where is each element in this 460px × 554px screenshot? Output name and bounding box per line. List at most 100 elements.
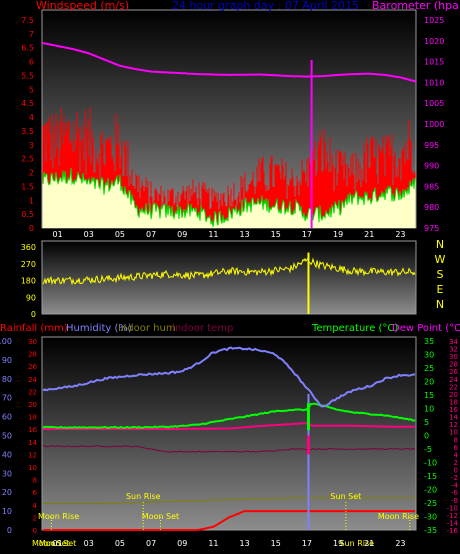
humidity-tick-label: 60 xyxy=(2,413,12,422)
dewpoint-tick-label: -8 xyxy=(451,497,458,505)
dewpoint-tick-label: 8 xyxy=(454,436,458,444)
compass-label: N xyxy=(436,298,444,311)
dewpoint-tick-label: -6 xyxy=(451,489,459,497)
barometer-tick-label: 995 xyxy=(424,141,439,150)
hour-tick-label: 07 xyxy=(146,539,156,548)
windspeed-tick-label: 7 xyxy=(29,30,34,39)
rainfall-tick-label: 8 xyxy=(33,477,37,485)
dewpoint-tick-label: 28 xyxy=(449,361,458,369)
hour-tick-label: 11 xyxy=(208,539,218,548)
rainfall-tick-label: 18 xyxy=(28,414,37,422)
temperature-tick-label: 30 xyxy=(424,351,434,360)
temperature-tick-label: -30 xyxy=(424,513,437,522)
windspeed-tick-label: 4 xyxy=(29,113,34,122)
wind-average-area xyxy=(42,168,416,228)
temperature-tick-label: 15 xyxy=(424,391,434,400)
windspeed-title: Windspeed (m/s) xyxy=(36,0,129,12)
direction-tick-label: 360 xyxy=(21,243,36,252)
humidity-tick-label: 0 xyxy=(7,526,12,535)
hour-tick-label: 17 xyxy=(302,230,312,239)
rainfall-line xyxy=(43,510,415,531)
rainfall-tick-label: 26 xyxy=(28,363,37,371)
barometer-tick-label: 1005 xyxy=(424,99,444,108)
dewpoint-tick-label: 22 xyxy=(449,383,458,391)
indoor-humidity-line xyxy=(43,497,415,504)
legend-indoor-temp: Indoor temp xyxy=(172,323,233,334)
humidity-tick-label: 40 xyxy=(2,450,12,459)
dewpoint-tick-label: 30 xyxy=(449,353,458,361)
graph-title: 24 hour graph day : 07 April 2015 xyxy=(172,0,359,12)
indoor-temperature-line xyxy=(42,445,416,453)
hour-tick-label: 23 xyxy=(395,230,405,239)
dewpoint-tick-label: 12 xyxy=(449,421,458,429)
dewpoint-tick-label: 20 xyxy=(449,391,458,399)
barometer-line xyxy=(41,41,417,83)
barometer-tick-label: 1015 xyxy=(424,58,444,67)
hour-tick-label: 21 xyxy=(364,230,374,239)
windspeed-tick-label: 0 xyxy=(29,224,34,233)
dewpoint-line xyxy=(43,422,416,430)
wind-average-line xyxy=(42,168,416,227)
dewpoint-tick-label: -16 xyxy=(447,527,459,535)
barometer-tick-label: 1000 xyxy=(424,120,444,129)
dewpoint-tick-label: 2 xyxy=(454,459,458,467)
barometer-tick-label: 980 xyxy=(424,203,439,212)
humidity-tick-label: 30 xyxy=(2,469,12,478)
dewpoint-tick-label: 14 xyxy=(449,414,458,422)
temperature-series xyxy=(42,346,416,531)
hour-tick-label: 09 xyxy=(177,539,187,548)
hour-tick-label: 13 xyxy=(239,539,249,548)
rainfall-tick-label: 12 xyxy=(28,451,37,459)
humidity-tick-label: 100 xyxy=(0,337,12,346)
dewpoint-tick-label: 0 xyxy=(454,467,458,475)
barometer-tick-label: 985 xyxy=(424,182,439,191)
humidity-tick-label: 80 xyxy=(2,375,12,384)
hour-tick-label: 07 xyxy=(146,230,156,239)
rainfall-tick-label: 6 xyxy=(33,489,38,497)
compass-label: E xyxy=(437,283,444,296)
temperature-tick-label: 35 xyxy=(424,337,434,346)
hour-tick-label: 01 xyxy=(52,230,62,239)
rainfall-tick-label: 0 xyxy=(33,527,37,535)
temperature-tick-label: -25 xyxy=(424,499,437,508)
humidity-line xyxy=(42,346,416,408)
temperature-tick-label: 5 xyxy=(424,418,429,427)
wind-series xyxy=(41,41,417,228)
rainfall-tick-label: 28 xyxy=(28,351,37,359)
humidity-tick-label: 50 xyxy=(2,432,12,441)
hour-tick-label: 15 xyxy=(271,539,281,548)
temperature-tick-label: -5 xyxy=(424,445,432,454)
windspeed-tick-label: 1.5 xyxy=(21,182,34,191)
windspeed-tick-label: 3 xyxy=(29,141,34,150)
rainfall-tick-label: 24 xyxy=(28,376,37,384)
hour-tick-label: 23 xyxy=(395,539,405,548)
windspeed-tick-label: 1 xyxy=(29,196,34,205)
temperature-panel xyxy=(41,336,417,531)
rainfall-tick-label: 14 xyxy=(28,439,37,447)
windspeed-tick-label: 5 xyxy=(29,85,34,94)
humidity-tick-label: 10 xyxy=(2,507,12,516)
temperature-tick-label: 10 xyxy=(424,405,434,414)
direction-tick-label: 0 xyxy=(31,310,36,319)
barometer-tick-label: 1020 xyxy=(424,37,444,46)
dewpoint-tick-label: -12 xyxy=(447,512,458,520)
astro-annotation: Sun Rise xyxy=(126,492,161,501)
windspeed-tick-label: 2 xyxy=(29,169,34,178)
hour-tick-label: 13 xyxy=(239,230,249,239)
rainfall-tick-label: 22 xyxy=(28,388,37,396)
temperature-tick-label: -20 xyxy=(424,486,437,495)
dewpoint-tick-label: 4 xyxy=(454,451,459,459)
dewpoint-tick-label: 10 xyxy=(449,429,458,437)
astro-annotation: Moon Set xyxy=(39,539,76,548)
hour-tick-label: 15 xyxy=(271,230,281,239)
hour-tick-label: 05 xyxy=(115,539,125,548)
temperature-line xyxy=(42,402,416,429)
rainfall-tick-label: 16 xyxy=(28,426,37,434)
axes-labels: 0 0.5 1 1.5 2 2.5 3 3.5 4 4.5 5 5.5 6 6.5 7 7.5 975 980 98… xyxy=(0,16,459,548)
hour-tick-label: 03 xyxy=(84,230,94,239)
astro-annotation: Moon Rise xyxy=(38,512,79,521)
legend-temperature: Temperature (°C) xyxy=(311,323,398,334)
temperature-tick-label: -15 xyxy=(424,472,437,481)
legend-indoor-hum: Indoor hum xyxy=(118,323,176,334)
